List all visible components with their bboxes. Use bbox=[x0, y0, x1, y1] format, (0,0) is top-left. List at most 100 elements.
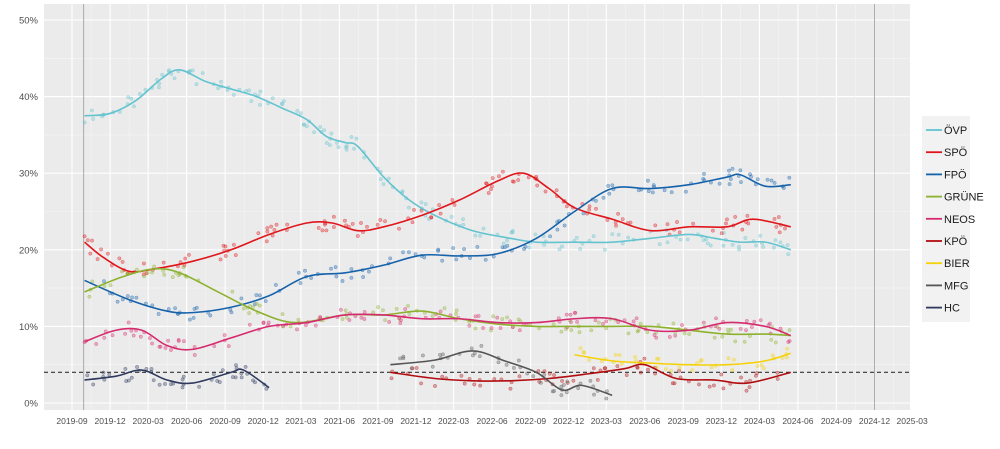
poll-point-neos bbox=[593, 318, 598, 323]
poll-point-spö bbox=[410, 220, 415, 225]
poll-point-fpö bbox=[483, 257, 488, 262]
poll-point-övp bbox=[324, 141, 329, 145]
legend-label: SPÖ bbox=[944, 147, 968, 159]
poll-point-övp bbox=[481, 226, 486, 231]
poll-point-mfg bbox=[398, 356, 403, 361]
poll-point-hc bbox=[243, 364, 248, 369]
poll-point-neos bbox=[247, 322, 252, 327]
poll-point-kpö bbox=[697, 382, 701, 387]
poll-point-kpö bbox=[775, 370, 780, 375]
poll-point-kpö bbox=[775, 376, 780, 381]
poll-point-mfg bbox=[472, 351, 477, 356]
poll-point-spö bbox=[233, 253, 238, 258]
poll-point-hc bbox=[129, 375, 134, 380]
poll-point-spö bbox=[320, 228, 325, 233]
x-tick-label: 2022-12 bbox=[553, 416, 584, 426]
poll-point-spö bbox=[740, 227, 745, 232]
poll-point-neos bbox=[295, 327, 299, 332]
poll-point-grüne bbox=[406, 303, 410, 308]
poll-point-spö bbox=[342, 218, 347, 223]
poll-point-mfg bbox=[525, 371, 530, 376]
poll-point-övp bbox=[352, 146, 356, 151]
poll-point-spö bbox=[594, 206, 598, 211]
poll-point-fpö bbox=[755, 177, 760, 182]
poll-point-övp bbox=[754, 243, 759, 248]
poll-point-spö bbox=[412, 207, 416, 212]
poll-point-övp bbox=[704, 237, 709, 242]
legend-item-grüne: GRÜNE bbox=[926, 192, 984, 204]
poll-point-neos bbox=[123, 331, 128, 336]
poll-point-neos bbox=[481, 326, 486, 330]
poll-point-övp bbox=[758, 233, 763, 238]
poll-point-hc bbox=[181, 374, 186, 379]
poll-point-neos bbox=[176, 337, 181, 342]
poll-point-spö bbox=[500, 169, 505, 174]
poll-point-fpö bbox=[562, 223, 567, 228]
poll-point-spö bbox=[350, 221, 355, 226]
legend-item-fpö: FPÖ bbox=[926, 169, 967, 181]
poll-point-hc bbox=[123, 366, 128, 371]
poll-point-neos bbox=[169, 348, 173, 352]
poll-point-övp bbox=[574, 235, 579, 240]
poll-point-övp bbox=[461, 222, 466, 227]
poll-point-spö bbox=[105, 251, 110, 256]
x-tick-label: 2022-06 bbox=[476, 416, 507, 426]
poll-point-mfg bbox=[440, 352, 445, 357]
poll-point-mfg bbox=[564, 390, 569, 395]
poll-point-grüne bbox=[551, 322, 556, 327]
poll-point-spö bbox=[724, 221, 728, 226]
poll-point-fpö bbox=[406, 250, 411, 255]
poll-point-neos bbox=[752, 319, 757, 324]
poll-point-fpö bbox=[298, 281, 303, 286]
poll-point-övp bbox=[270, 96, 275, 101]
poll-point-grüne bbox=[577, 330, 582, 335]
poll-point-övp bbox=[344, 144, 349, 149]
poll-point-bier bbox=[656, 356, 661, 361]
poll-point-fpö bbox=[593, 198, 598, 203]
poll-point-övp bbox=[249, 99, 254, 104]
poll-point-fpö bbox=[502, 245, 507, 250]
poll-point-övp bbox=[137, 91, 142, 96]
poll-point-fpö bbox=[555, 227, 560, 232]
poll-point-neos bbox=[467, 323, 472, 328]
poll-point-spö bbox=[490, 176, 495, 181]
poll-point-spö bbox=[745, 213, 750, 218]
poll-point-grüne bbox=[769, 337, 774, 342]
poll-point-övp bbox=[708, 243, 713, 248]
poll-point-övp bbox=[721, 243, 726, 248]
poll-point-spö bbox=[516, 178, 521, 182]
poll-point-övp bbox=[705, 241, 710, 246]
poll-point-fpö bbox=[646, 189, 651, 194]
poll-point-bier bbox=[690, 368, 695, 373]
poll-point-grüne bbox=[340, 317, 345, 322]
poll-point-grüne bbox=[142, 274, 146, 279]
poll-point-övp bbox=[737, 244, 741, 249]
poll-point-neos bbox=[163, 346, 168, 350]
poll-point-neos bbox=[738, 326, 743, 331]
poll-point-övp bbox=[295, 108, 300, 113]
poll-point-spö bbox=[272, 228, 277, 232]
trend-line-övp bbox=[84, 68, 792, 251]
poll-point-fpö bbox=[349, 267, 354, 272]
poll-point-övp bbox=[730, 242, 735, 247]
poll-point-grüne bbox=[150, 270, 155, 275]
poll-point-övp bbox=[773, 238, 778, 243]
trend-line-spö bbox=[84, 172, 791, 273]
poll-point-spö bbox=[783, 226, 787, 231]
poll-point-mfg bbox=[565, 379, 570, 384]
poll-point-övp bbox=[557, 247, 562, 252]
poll-point-övp bbox=[419, 200, 424, 205]
poll-point-fpö bbox=[769, 178, 774, 183]
y-axis: 0% 10% 20% 30% 40% 50% bbox=[19, 16, 39, 410]
poll-point-fpö bbox=[738, 168, 743, 173]
poll-point-hc bbox=[168, 382, 173, 387]
poll-point-övp bbox=[527, 245, 532, 250]
poll-point-spö bbox=[490, 184, 494, 189]
poll-point-spö bbox=[450, 198, 455, 202]
poll-point-övp bbox=[298, 111, 303, 116]
poll-point-grüne bbox=[569, 328, 574, 333]
poll-point-spö bbox=[587, 207, 592, 212]
poll-point-övp bbox=[349, 135, 354, 139]
poll-point-bier bbox=[669, 368, 673, 373]
poll-point-övp bbox=[160, 72, 165, 77]
